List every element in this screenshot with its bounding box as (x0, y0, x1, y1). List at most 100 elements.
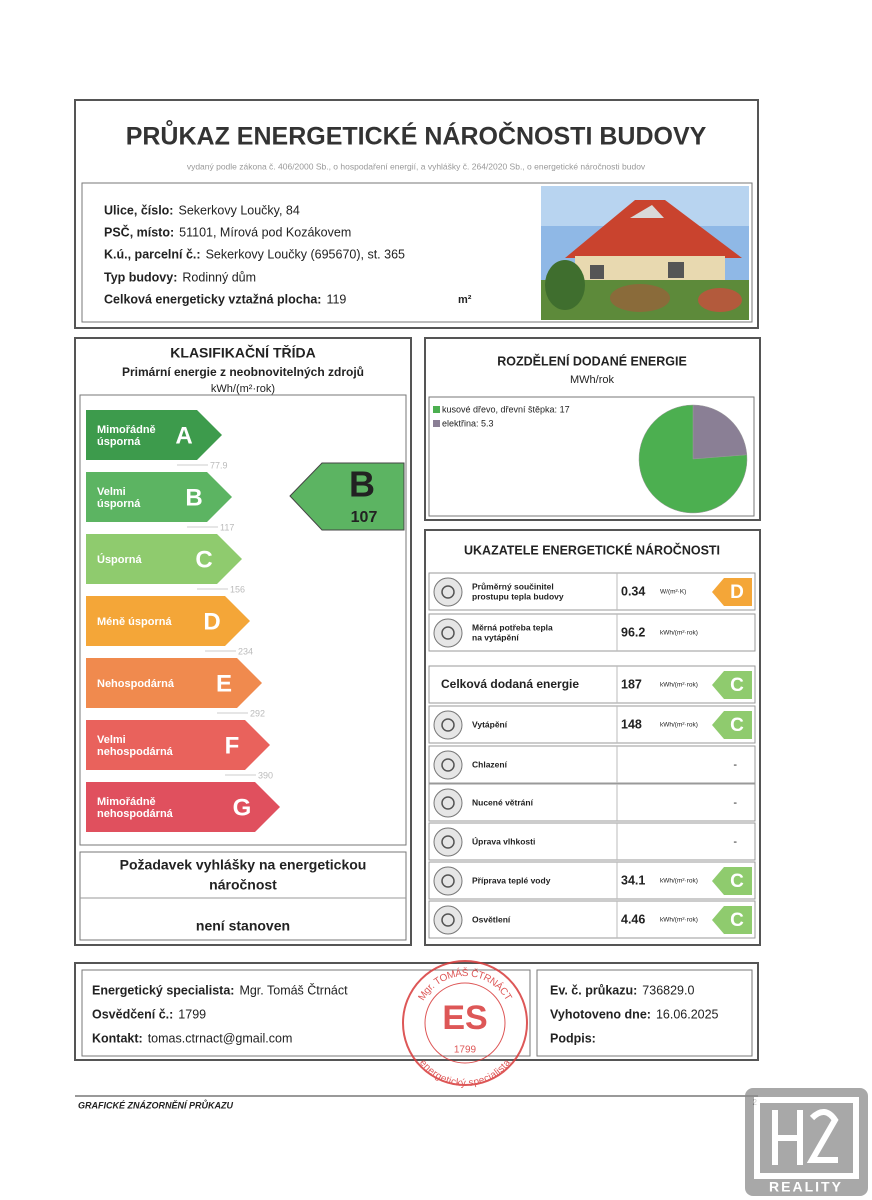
watermark-text: REALITY (769, 1179, 843, 1195)
classification-unit: kWh/(m²·rok) (211, 383, 275, 395)
distribution-unit: MWh/rok (570, 374, 615, 386)
indicator-icon (433, 710, 463, 740)
classification-subtitle: Primární energie z neobnovitelných zdroj… (122, 365, 364, 379)
class-arrow (86, 782, 280, 832)
indicator-label: prostupu tepla budovy (472, 591, 564, 601)
indicator-class: D (730, 582, 744, 603)
indicator-row (428, 572, 756, 611)
class-arrow (86, 596, 250, 646)
indicator-unit: kWh/(m²·rok) (660, 630, 698, 637)
legend-label: elektřina: 5.3 (442, 418, 494, 428)
class-limit: 156 (230, 584, 245, 594)
classification-frame (74, 337, 412, 946)
field-label: Vyhotoveno dne: (550, 1007, 651, 1021)
class-label: Úsporná (97, 553, 143, 566)
field-value: Mgr. Tomáš Čtrnáct (239, 982, 348, 997)
class-limit: 292 (250, 708, 265, 718)
indicator-unit: kWh/(m²·rok) (660, 878, 698, 885)
field-label: Typ budovy: (104, 270, 177, 284)
class-letter: C (195, 546, 212, 573)
indicator-value: 148 (621, 717, 642, 731)
indicator-class-tag (712, 867, 752, 895)
scale-frame (79, 394, 407, 846)
indicators-title: UKAZATELE ENERGETICKÉ NÁROČNOSTI (464, 542, 720, 557)
indicator-icon (433, 788, 463, 818)
field-label: K.ú., parcelní č.: (104, 247, 201, 261)
indicator-label: Nucené větrání (472, 797, 534, 807)
indicator-class-tag (712, 711, 752, 739)
indicator-label: Osvětlení (472, 914, 511, 924)
stamp-center: ES (442, 999, 487, 1037)
indicator-icon-core (441, 626, 455, 640)
requirement-value: není stanoven (196, 918, 290, 934)
indicator-icon (433, 618, 463, 648)
indicator-icon (433, 750, 463, 780)
class-letter: B (185, 484, 202, 511)
class-letter: A (175, 422, 192, 449)
field-value: Sekerkovy Loučky (695670), st. 365 (206, 247, 405, 261)
indicator-row (428, 665, 756, 704)
class-letter: F (225, 732, 240, 759)
field-label: Energetický specialista: (92, 983, 234, 997)
class-label: Méně úsporná (97, 616, 172, 628)
indicator-value: 0.34 (621, 584, 645, 598)
field-value: tomas.ctrnact@gmail.com (148, 1031, 293, 1045)
indicator-row (428, 613, 756, 652)
field-value: 1799 (178, 1007, 206, 1021)
indicators-frame (424, 529, 761, 946)
indicator-value: 34.1 (621, 873, 645, 887)
class-arrow (86, 410, 222, 460)
indicator-class: C (730, 871, 744, 892)
class-arrow (86, 720, 270, 770)
field-label: Kontakt: (92, 1031, 143, 1045)
field-label: Ev. č. průkazu: (550, 983, 637, 997)
class-label: nehospodárná (97, 746, 174, 758)
pie-slice (638, 404, 748, 514)
class-label: nehospodárná (97, 808, 174, 820)
indicator-value: 187 (621, 677, 642, 691)
indicator-unit: kWh/(m²·rok) (660, 722, 698, 729)
indicator-class: C (730, 715, 744, 736)
indicator-icon-core (441, 796, 455, 810)
result-letter: B (349, 464, 375, 505)
indicator-row (428, 822, 756, 861)
stamp-number: 1799 (454, 1045, 477, 1056)
indicator-label: Příprava teplé vody (472, 875, 551, 885)
class-label: úsporná (97, 436, 141, 448)
doc-title: PRŮKAZ ENERGETICKÉ NÁROČNOSTI BUDOVY (126, 119, 707, 151)
building-photo (541, 186, 749, 320)
classification-title: KLASIFIKAČNÍ TŘÍDA (170, 344, 315, 361)
field-value: Rodinný dům (182, 270, 256, 284)
indicator-label: Úprava vlhkosti (472, 835, 535, 846)
class-label: úsporná (97, 498, 141, 510)
indicator-icon-core (441, 758, 455, 772)
indicator-icon (433, 866, 463, 896)
class-label: Velmi (97, 734, 126, 746)
indicator-icon-core (441, 874, 455, 888)
class-label: Mimořádně (97, 424, 156, 436)
indicator-class-tag (712, 671, 752, 699)
class-arrow (86, 658, 262, 708)
requirement-frame (79, 851, 407, 941)
indicator-icon-core (441, 718, 455, 732)
indicator-row (428, 900, 756, 939)
class-letter: D (203, 608, 220, 635)
doc-subtitle: vydaný podle zákona č. 406/2000 Sb., o h… (187, 161, 646, 171)
indicator-icon (433, 577, 463, 607)
indicator-label: na vytápění (472, 632, 519, 642)
indicator-unit: W/(m²·K) (660, 589, 686, 596)
indicator-unit: kWh/(m²·rok) (660, 682, 698, 689)
indicator-label: Celková dodaná energie (441, 677, 579, 691)
class-limit: 234 (238, 646, 253, 656)
specialist-left (81, 969, 531, 1057)
legend-swatch (433, 420, 440, 427)
indicator-row (428, 745, 756, 784)
stamp-bottom: energetický specialista (417, 1057, 513, 1089)
field-unit: m² (458, 294, 472, 306)
class-letter: G (233, 794, 252, 821)
indicator-class-tag (712, 906, 752, 934)
field-label: Osvědčení č.: (92, 1007, 173, 1021)
indicator-label: Průměrný součinitel (472, 581, 554, 591)
class-limit: 390 (258, 770, 273, 780)
